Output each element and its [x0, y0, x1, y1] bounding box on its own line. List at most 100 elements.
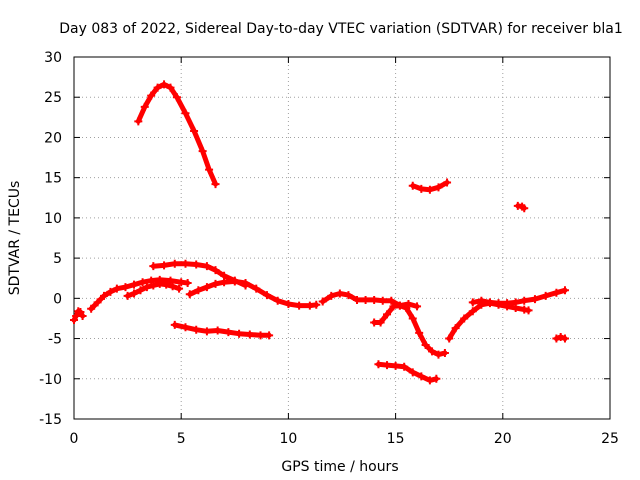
data-point — [181, 323, 190, 332]
data-point — [166, 83, 175, 92]
x-tick-label: 20 — [494, 431, 512, 447]
data-point — [256, 331, 265, 340]
y-tick-label: -10 — [39, 372, 62, 388]
data-point — [147, 91, 156, 100]
data-point — [520, 204, 529, 213]
data-point — [262, 291, 271, 300]
data-point — [440, 349, 449, 358]
data-point — [541, 291, 550, 300]
data-point — [460, 314, 469, 323]
data-point — [235, 329, 244, 338]
data-point — [402, 303, 411, 312]
series-arc-4 — [134, 80, 220, 189]
series-arc-3 — [123, 279, 184, 300]
data-point — [123, 291, 132, 300]
data-point — [552, 288, 561, 297]
data-point — [383, 361, 392, 370]
data-point — [477, 296, 486, 305]
data-point — [194, 286, 203, 295]
data-point — [198, 147, 207, 156]
data-point — [112, 284, 121, 293]
series-arc-15 — [552, 332, 569, 343]
data-point — [408, 181, 417, 190]
data-point — [130, 289, 139, 298]
data-point — [443, 178, 452, 187]
series-arc-9 — [370, 301, 449, 359]
data-point — [76, 308, 85, 317]
data-point — [134, 117, 143, 126]
data-point — [170, 259, 179, 268]
series-arc-1 — [70, 307, 87, 325]
data-point — [185, 290, 194, 299]
data-point — [142, 283, 151, 292]
data-point — [87, 304, 96, 313]
y-axis-label: SDTVAR / TECUs — [7, 181, 23, 296]
data-point — [211, 279, 220, 288]
plot-frame — [73, 56, 611, 420]
data-point — [211, 266, 220, 275]
data-point — [181, 259, 190, 268]
data-point — [327, 291, 336, 300]
data-point — [273, 296, 282, 305]
data-point — [295, 301, 304, 310]
data-point — [211, 180, 220, 189]
data-point — [408, 368, 417, 377]
data-point — [162, 280, 171, 289]
data-point — [192, 325, 201, 334]
y-tick-label: 0 — [53, 291, 62, 307]
series-trace — [172, 322, 272, 338]
data-point — [520, 296, 529, 305]
data-point — [417, 372, 426, 381]
data-point — [335, 289, 344, 298]
series-arc-14 — [513, 201, 529, 213]
data-point — [153, 83, 162, 92]
data-point — [445, 334, 454, 343]
x-tick-label: 10 — [279, 431, 297, 447]
data-point — [376, 318, 385, 327]
y-tick-label: 30 — [44, 50, 62, 66]
data-point — [312, 300, 321, 309]
data-point — [170, 320, 179, 329]
data-point — [136, 286, 145, 295]
data-point — [265, 331, 274, 340]
data-point — [183, 279, 192, 288]
series-arc-6 — [185, 277, 321, 310]
data-point — [100, 291, 109, 300]
data-point — [556, 332, 565, 341]
data-point — [404, 299, 413, 308]
data-point — [353, 295, 362, 304]
data-point — [252, 284, 261, 293]
series-trace — [135, 81, 218, 187]
y-tick-label: 20 — [44, 130, 62, 146]
data-point — [160, 261, 169, 270]
data-point — [552, 334, 561, 343]
chart-title: Day 083 of 2022, Sidereal Day-to-day VTE… — [59, 21, 622, 37]
data-point — [413, 302, 422, 311]
y-tick-label: 25 — [44, 90, 62, 106]
x-tick-label: 5 — [177, 431, 186, 447]
data-point — [434, 350, 443, 359]
data-point — [530, 295, 539, 304]
data-point — [318, 297, 327, 306]
data-point — [374, 360, 383, 369]
data-point — [284, 299, 293, 308]
data-point — [485, 298, 494, 307]
data-point — [468, 298, 477, 307]
x-tick-label: 25 — [601, 431, 619, 447]
data-point — [138, 278, 147, 287]
data-point — [160, 80, 169, 89]
y-tick-label: 5 — [53, 251, 62, 267]
data-point — [560, 334, 569, 343]
data-point — [245, 330, 254, 339]
data-point — [417, 184, 426, 193]
data-point — [202, 283, 211, 292]
data-point — [220, 278, 229, 287]
data-point — [387, 296, 396, 305]
data-point — [428, 347, 437, 356]
data-point — [494, 299, 503, 308]
series-arc-13 — [468, 286, 569, 308]
data-point — [415, 328, 424, 337]
data-point — [70, 316, 78, 325]
data-point — [149, 262, 158, 271]
data-point — [370, 295, 379, 304]
